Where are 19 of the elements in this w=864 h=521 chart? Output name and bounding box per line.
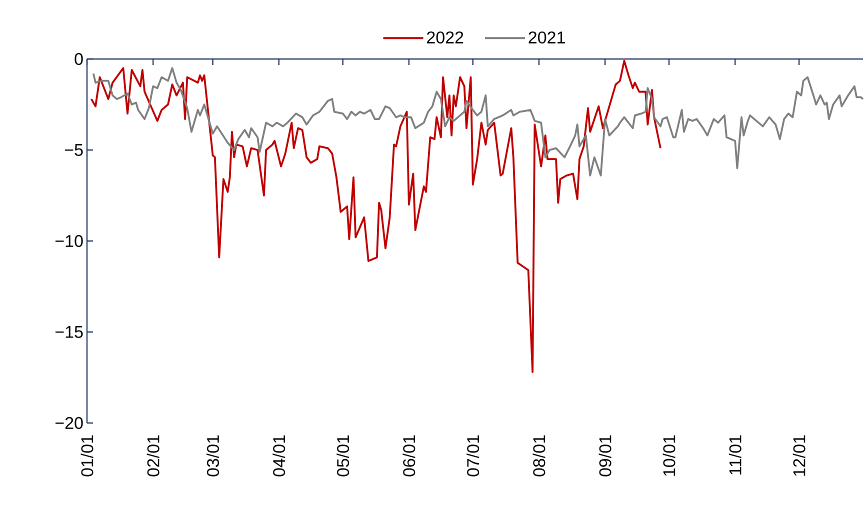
x-tick-label: 03/01 <box>206 435 220 476</box>
x-tick-label: 06/01 <box>402 435 416 476</box>
x-tick-label: 09/01 <box>598 435 612 476</box>
x-tick-label: 01/01 <box>80 435 94 476</box>
x-tick-label: 12/01 <box>792 435 806 476</box>
x-tick-label: 05/01 <box>336 435 350 476</box>
x-tick-label: 04/01 <box>272 435 286 476</box>
legend-label: 2022 <box>427 31 464 44</box>
y-tick-label: −5 <box>64 144 83 156</box>
x-tick-label: 11/01 <box>728 435 742 475</box>
legend-label: 2021 <box>528 31 565 44</box>
y-tick-label: −15 <box>55 326 83 338</box>
y-tick-label: 0 <box>74 52 83 66</box>
x-tick-label: 02/01 <box>146 435 160 476</box>
x-tick-label: 07/01 <box>466 435 480 476</box>
x-tick-label: 08/01 <box>532 435 546 476</box>
x-tick-label: 10/01 <box>662 435 676 476</box>
y-tick-label: −10 <box>55 234 83 248</box>
y-tick-label: −20 <box>55 416 83 430</box>
